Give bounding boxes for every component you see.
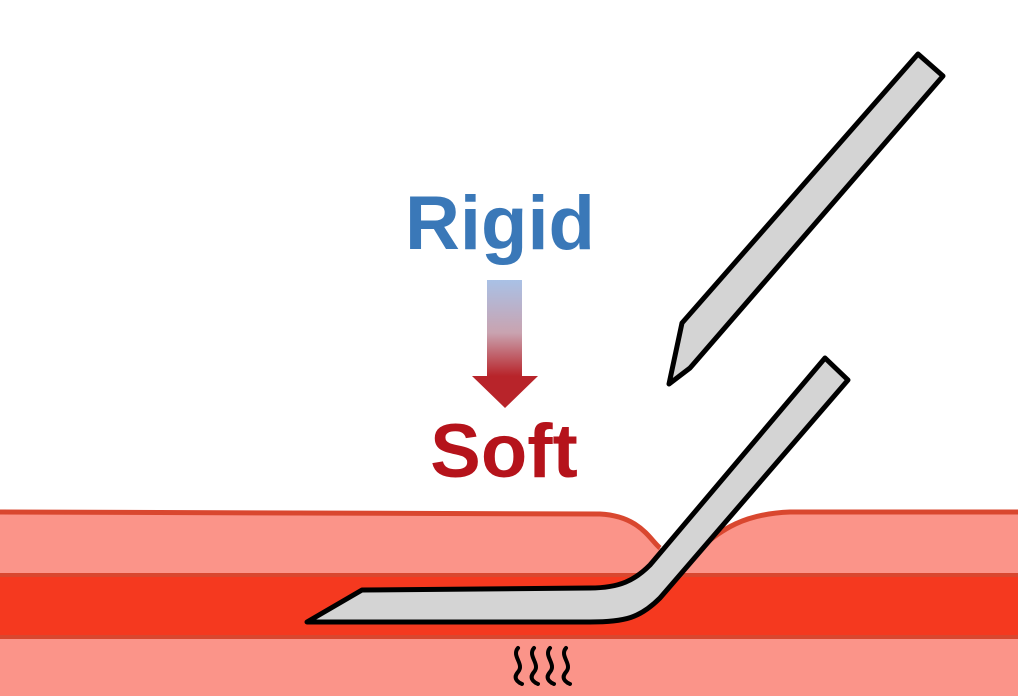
wavy-lines-icon	[513, 646, 572, 686]
soft-label: Soft	[430, 409, 578, 494]
rigid-needle-icon	[666, 51, 946, 387]
down-arrow-icon	[472, 280, 538, 408]
soft-needle-icon	[304, 355, 851, 625]
rigid-label: Rigid	[405, 181, 595, 266]
